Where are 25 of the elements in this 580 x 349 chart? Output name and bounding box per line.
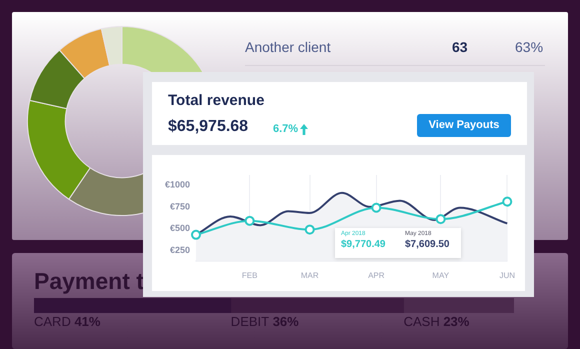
chart-title: Payment t <box>34 268 144 295</box>
x-tick-label: JUN <box>499 271 516 280</box>
point <box>371 202 382 213</box>
x-tick-label: FEB <box>242 271 258 280</box>
point <box>244 216 255 226</box>
point <box>191 230 201 240</box>
annotation: $9,770.49 <box>341 239 386 250</box>
chart-title: Total revenue <box>168 92 264 109</box>
text: 63 <box>452 39 468 55</box>
y-tick-label: €250 <box>170 245 190 256</box>
x-tick-label: MAY <box>432 271 450 280</box>
text: 63% <box>515 39 544 55</box>
text: Another client <box>245 39 331 55</box>
y-tick-label: €500 <box>170 223 190 234</box>
y-tick-label: €750 <box>170 201 190 212</box>
point <box>436 214 446 224</box>
point <box>304 224 315 235</box>
chart-subtitle: $65,975.68 <box>168 118 248 136</box>
x-tick-label: APR <box>368 271 385 280</box>
x-tick-label: MAR <box>300 271 319 280</box>
point <box>502 196 512 207</box>
text: 6.7% <box>273 123 300 135</box>
y-tick-label: €1000 <box>164 180 190 190</box>
annotation: $7,609.50 <box>405 239 450 250</box>
text: View Payouts <box>417 114 511 137</box>
